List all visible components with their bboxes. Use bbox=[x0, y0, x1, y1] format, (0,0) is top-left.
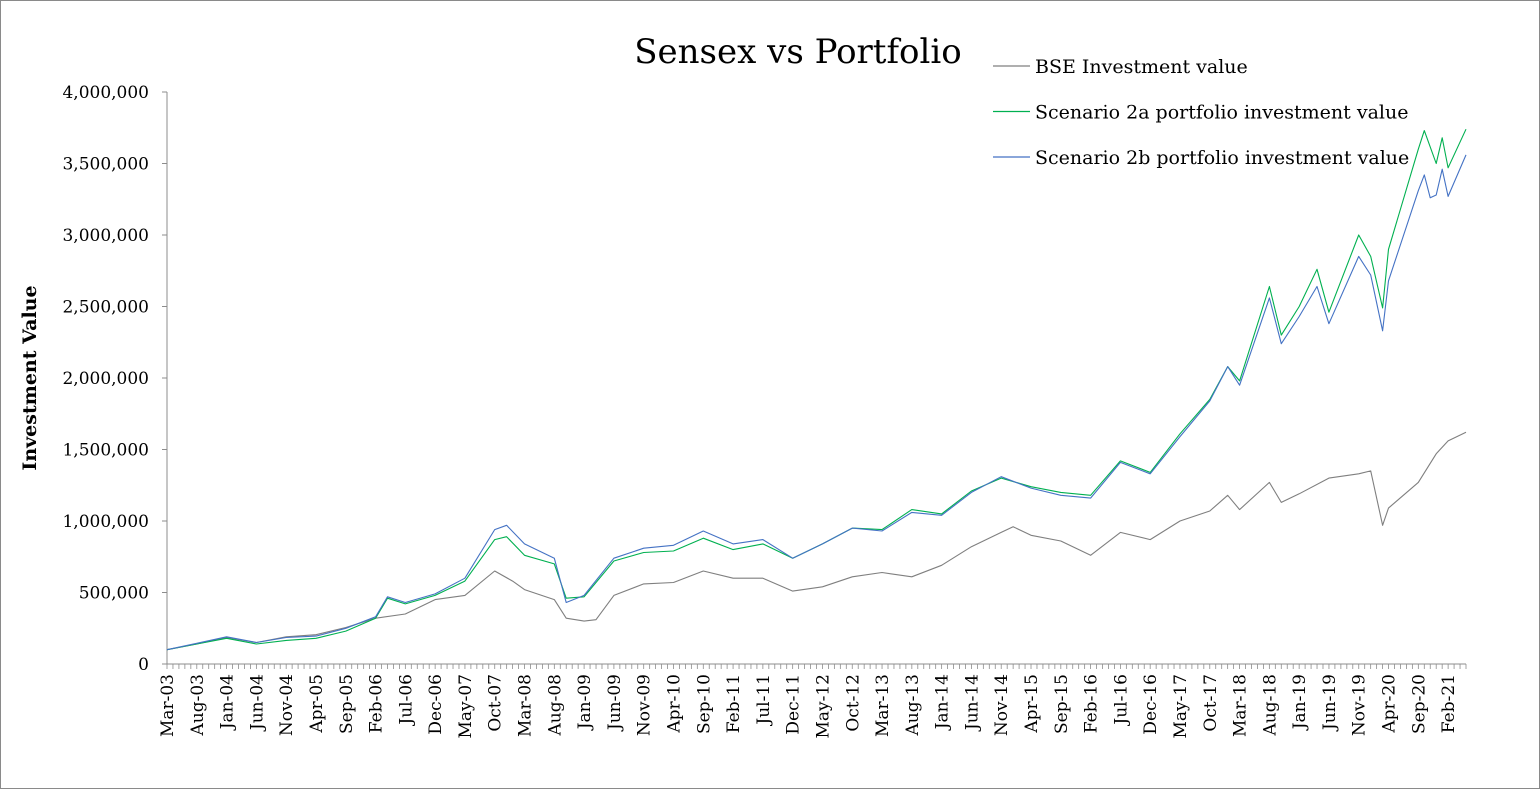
x-tick-label: Jul-06 bbox=[396, 674, 416, 727]
x-tick-label: Sep-10 bbox=[694, 674, 714, 734]
x-tick-label: Nov-19 bbox=[1350, 674, 1370, 736]
series-line-2 bbox=[166, 128, 1467, 651]
x-tick-label: Aug-08 bbox=[545, 674, 565, 736]
x-tick-label: Aug-13 bbox=[903, 674, 923, 736]
y-axis-ticks: 0 500,000 1,000,000 1,500,000 2,000,000 2,500… bbox=[62, 83, 167, 675]
legend: BSE Investment value Scenario 2a portfoli… bbox=[993, 56, 1409, 169]
x-tick-label: May-12 bbox=[813, 674, 833, 739]
x-tick-label: Feb-21 bbox=[1439, 674, 1459, 733]
y-tick-label: 1,500,000 bbox=[62, 441, 149, 461]
series-line-3 bbox=[166, 154, 1467, 651]
x-tick-label: Mar-13 bbox=[873, 674, 893, 737]
x-tick-label: Feb-06 bbox=[367, 674, 387, 733]
x-tick-label: Dec-16 bbox=[1141, 674, 1161, 735]
x-axis-ticks: Mar-03 Aug-03 Jan-04 Jun-04 Nov-04 Apr-05 Sep-… bbox=[158, 664, 1467, 739]
x-tick-label: Mar-03 bbox=[158, 674, 178, 737]
y-tick-label: 2,500,000 bbox=[62, 298, 149, 318]
x-tick-label: Mar-08 bbox=[516, 674, 536, 737]
x-tick-label: Feb-11 bbox=[724, 674, 744, 733]
y-tick-label: 0 bbox=[138, 655, 149, 675]
x-tick-label: Aug-18 bbox=[1260, 674, 1280, 736]
axes bbox=[166, 92, 1466, 665]
y-tick-label: 1,000,000 bbox=[62, 512, 149, 532]
legend-label-3: Scenario 2b portfolio investment value bbox=[1035, 147, 1409, 169]
x-tick-label: Dec-06 bbox=[426, 674, 446, 735]
x-tick-label: Jun-09 bbox=[605, 674, 625, 732]
x-tick-label: Oct-07 bbox=[486, 674, 506, 732]
x-tick-label: Aug-03 bbox=[188, 674, 208, 736]
x-tick-label: Nov-04 bbox=[277, 674, 297, 736]
x-tick-label: Jul-16 bbox=[1111, 674, 1131, 727]
legend-label-2: Scenario 2a portfolio investment value bbox=[1035, 102, 1408, 124]
series-lines bbox=[166, 128, 1467, 651]
x-tick-label: Oct-12 bbox=[843, 674, 863, 732]
x-tick-label: Jan-04 bbox=[218, 674, 238, 731]
x-tick-label: Jul-11 bbox=[754, 674, 774, 727]
y-tick-label: 500,000 bbox=[79, 584, 149, 604]
y-axis-label: Investment Value bbox=[19, 285, 41, 470]
x-tick-label: Apr-05 bbox=[307, 674, 327, 734]
y-tick-label: 4,000,000 bbox=[62, 83, 149, 103]
y-tick-label: 2,000,000 bbox=[62, 369, 149, 389]
y-tick-label: 3,500,000 bbox=[62, 155, 149, 175]
x-tick-label: May-17 bbox=[1171, 674, 1191, 739]
x-tick-label: Jun-14 bbox=[962, 674, 982, 732]
x-tick-label: Jan-19 bbox=[1290, 674, 1310, 731]
chart-title: Sensex vs Portfolio bbox=[634, 32, 961, 72]
x-tick-label: Apr-10 bbox=[664, 674, 684, 734]
x-tick-label: Jun-19 bbox=[1320, 674, 1340, 732]
x-tick-label: May-07 bbox=[456, 674, 476, 739]
x-tick-label: Mar-18 bbox=[1231, 674, 1251, 737]
series-line-1 bbox=[166, 431, 1467, 651]
x-tick-label: Jan-14 bbox=[933, 674, 953, 731]
x-tick-label: Apr-15 bbox=[1022, 674, 1042, 734]
x-tick-label: Apr-20 bbox=[1380, 674, 1400, 734]
x-tick-label: Sep-15 bbox=[1052, 674, 1072, 734]
x-tick-label: Nov-14 bbox=[992, 674, 1012, 736]
legend-label-1: BSE Investment value bbox=[1035, 56, 1248, 78]
y-tick-label: 3,000,000 bbox=[62, 226, 149, 246]
x-tick-label: Nov-09 bbox=[635, 674, 655, 736]
x-tick-label: Dec-11 bbox=[784, 674, 804, 735]
x-tick-label: Sep-20 bbox=[1409, 674, 1429, 734]
x-tick-label: Oct-17 bbox=[1201, 674, 1221, 732]
x-tick-label: Jan-09 bbox=[575, 674, 595, 731]
x-tick-label: Sep-05 bbox=[337, 674, 357, 734]
x-tick-label: Jun-04 bbox=[247, 674, 267, 732]
x-tick-label: Feb-16 bbox=[1082, 674, 1102, 733]
